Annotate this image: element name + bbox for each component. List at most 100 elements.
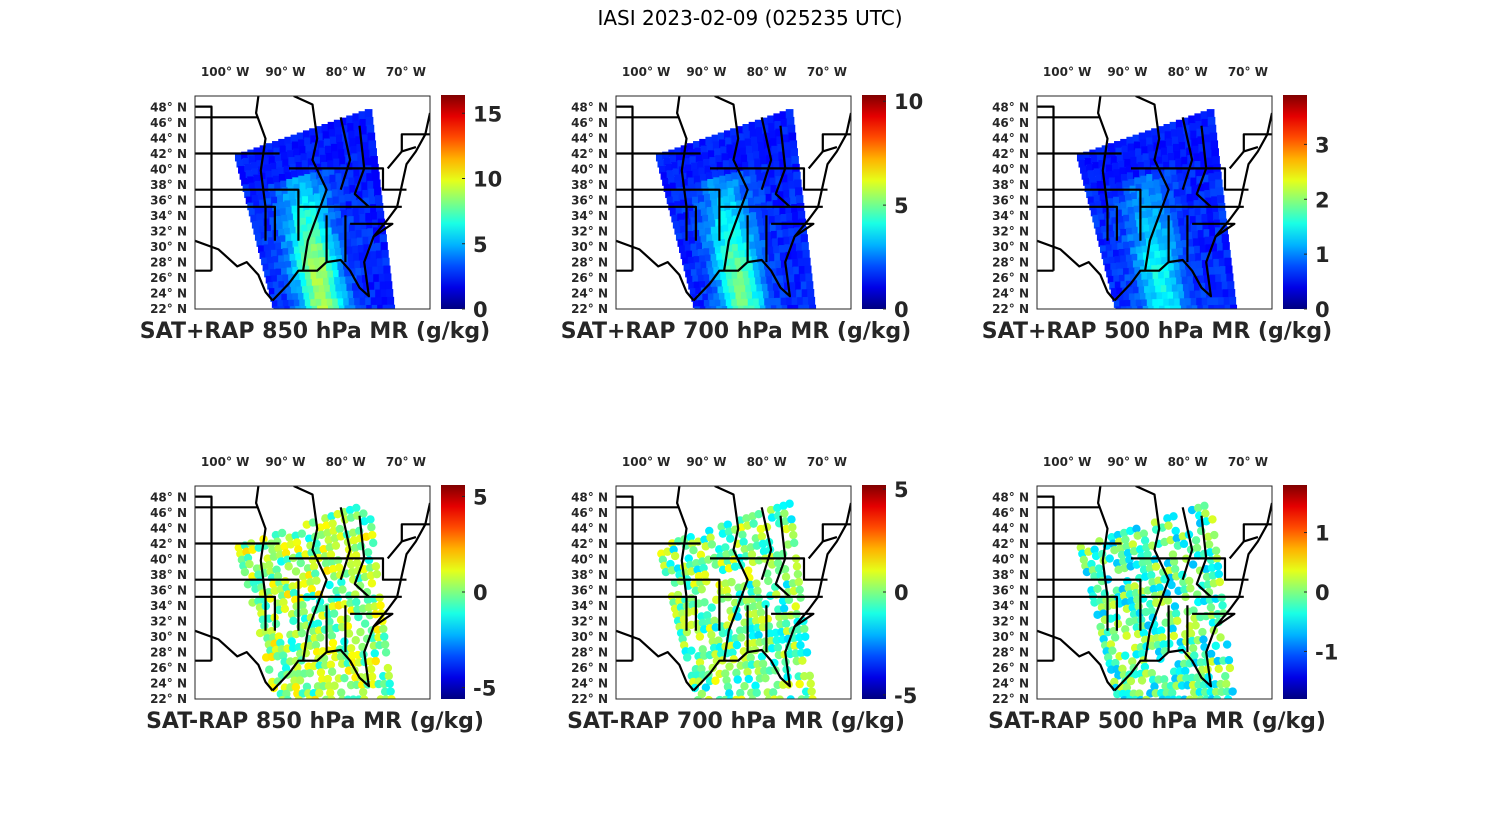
boundary-line (1131, 557, 1249, 581)
data-cell (333, 240, 342, 250)
data-cell (1120, 651, 1130, 660)
data-cell (712, 233, 720, 242)
data-cell (1133, 233, 1141, 242)
data-cell (703, 611, 712, 620)
data-cell (333, 203, 342, 213)
data-cell (1101, 199, 1109, 208)
data-cell (278, 174, 287, 183)
data-cell (336, 291, 344, 300)
chart-svg: 100° W 90° W 80° W 70° W48° N46° N44° N42° … (571, 455, 917, 708)
colorbar (441, 485, 465, 699)
data-cell (716, 306, 724, 309)
data-cell (1107, 275, 1115, 284)
data-cell (808, 296, 816, 307)
data-cell (1090, 155, 1099, 164)
data-cell (306, 251, 314, 260)
data-cell (327, 160, 335, 170)
data-cell (743, 169, 751, 178)
data-cell (1207, 116, 1216, 127)
chart-svg: 100° W 90° W 80° W 70° W48° N46° N44° N42° … (150, 455, 496, 706)
data-cell (1157, 298, 1165, 308)
panel-title: SAT+RAP 850 hPa MR (g/kg) (139, 319, 491, 344)
data-cell (240, 567, 250, 577)
data-cell (784, 244, 792, 254)
data-cell (370, 649, 379, 658)
data-cell (1171, 526, 1180, 536)
data-cell (1179, 298, 1187, 307)
data-cell (1119, 195, 1127, 204)
data-cell (1128, 240, 1137, 249)
data-cell (803, 257, 811, 268)
data-cell (790, 148, 798, 158)
data-cell (1211, 546, 1221, 555)
data-cell (757, 291, 765, 300)
data-cell (253, 147, 262, 156)
data-cell (275, 268, 283, 277)
data-cell (1147, 244, 1155, 254)
data-cell (1182, 117, 1190, 127)
data-cell (328, 277, 336, 286)
data-cell (384, 273, 392, 283)
data-cell (724, 292, 732, 301)
data-cell (1092, 188, 1100, 197)
y-tick-label: 40° N (571, 553, 608, 567)
data-cell (279, 145, 288, 154)
boundary-line (400, 523, 430, 542)
data-cell (781, 221, 789, 231)
data-cell (1188, 644, 1198, 653)
data-cell (699, 201, 707, 210)
data-cell (1181, 156, 1189, 166)
colorbar (862, 95, 886, 309)
data-cell (796, 195, 804, 205)
data-cell (1166, 183, 1175, 193)
data-cell (280, 604, 290, 614)
data-cell (266, 231, 274, 239)
data-cell (766, 239, 774, 249)
data-cell (1176, 165, 1184, 175)
colorbar-tick-label: 2 (1315, 188, 1330, 212)
data-cell (282, 193, 291, 202)
data-cell (275, 216, 283, 224)
data-cell (698, 167, 707, 176)
data-cell (774, 168, 782, 178)
data-cell (317, 177, 325, 187)
data-cell (342, 291, 350, 300)
boundary-line (195, 595, 276, 631)
chart-svg: 100° W 90° W 80° W 70° W48° N46° N44° N42° … (992, 455, 1338, 706)
data-cell (776, 183, 784, 193)
data-cell (697, 222, 706, 231)
data-cell (340, 209, 349, 219)
data-cell (737, 133, 746, 142)
data-cell (1174, 269, 1183, 279)
data-cell (265, 250, 273, 259)
boundary-line (293, 486, 328, 661)
data-cell (745, 284, 753, 294)
data-cell (789, 530, 798, 540)
data-cell (367, 672, 377, 681)
y-tick-label: 30° N (571, 240, 608, 254)
data-cell (260, 179, 269, 188)
data-cell (1152, 172, 1160, 181)
data-cell (1140, 175, 1148, 185)
data-cell (350, 145, 358, 155)
data-cell (354, 222, 362, 232)
data-cell (333, 593, 342, 603)
data-cell (1195, 215, 1203, 225)
data-cell (742, 161, 750, 171)
data-cell (1170, 204, 1178, 214)
data-cell (1105, 218, 1113, 227)
data-cell (1142, 189, 1151, 198)
data-cell (318, 184, 327, 194)
data-cell (727, 279, 735, 288)
boundary-line (1242, 133, 1272, 152)
data-cell (1158, 243, 1166, 252)
data-cell (239, 172, 248, 180)
data-cell (1153, 179, 1161, 188)
data-cell (271, 196, 279, 205)
data-cell (1127, 206, 1136, 216)
figure-title: IASI 2023-02-09 (025235 UTC) (597, 6, 903, 30)
data-cell (309, 237, 318, 246)
data-cell (763, 614, 772, 624)
data-cell (325, 291, 333, 301)
data-cell (757, 652, 767, 661)
